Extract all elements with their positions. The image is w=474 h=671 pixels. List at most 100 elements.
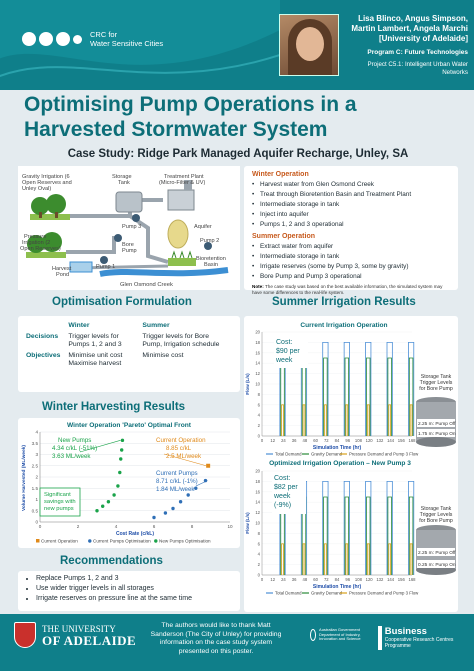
program: Program C: Future Technologies bbox=[367, 49, 468, 56]
y-tick-label: 0 bbox=[35, 520, 38, 525]
list-item: Pumps 1, 2 and 3 operational bbox=[252, 221, 450, 229]
logo-dot-icon bbox=[22, 32, 36, 46]
x-tick-label: 0 bbox=[261, 577, 264, 582]
label-harvest-pond: Harvest Pond bbox=[52, 266, 72, 278]
legend-label: Gravity Demand bbox=[311, 591, 343, 596]
y-tick-label: 3.5 bbox=[32, 441, 39, 446]
x-tick-label: 60 bbox=[313, 577, 318, 582]
annot-current-cost: 8.85 c/kL bbox=[166, 445, 192, 452]
note-text: The case study was based on the best ava… bbox=[252, 284, 443, 295]
x-tick-label: 36 bbox=[292, 577, 297, 582]
x-tick-label: 48 bbox=[303, 577, 308, 582]
series-line bbox=[344, 357, 350, 436]
list-item: Bore Pump and Pump 3 operational bbox=[252, 273, 450, 281]
header-banner: CRC for Water Sensitive Cities Lisa Blin… bbox=[0, 0, 474, 90]
col-winter: Winter bbox=[68, 322, 90, 329]
y-tick-label: 2 bbox=[258, 562, 261, 567]
x-tick-label: 156 bbox=[398, 438, 406, 443]
x-axis-label: Cost Rate (c/kL) bbox=[116, 531, 154, 537]
summer-operation-heading: Summer Operation bbox=[252, 233, 316, 240]
tree-icon bbox=[26, 232, 66, 258]
annot-new-pumps: New Pumps bbox=[58, 437, 91, 444]
x-tick-label: 2 bbox=[77, 524, 80, 529]
recommendations-panel: Replace Pumps 1, 2 and 3 Use wider trigg… bbox=[18, 571, 240, 611]
system-diagram: Gravity Irrigation (6 Open Reserves and Un… bbox=[18, 166, 240, 290]
y-tick-label: 1.5 bbox=[32, 486, 39, 491]
y-tick-label: 14 bbox=[255, 500, 260, 505]
series-line bbox=[324, 404, 327, 436]
data-point bbox=[120, 438, 125, 443]
label-pump1: Pump 1 bbox=[96, 264, 115, 270]
series-line bbox=[386, 480, 393, 575]
aquifer-icon bbox=[167, 219, 189, 249]
series-line bbox=[387, 496, 392, 575]
data-point bbox=[120, 448, 124, 452]
x-tick-label: 168 bbox=[409, 438, 417, 443]
x-tick-label: 36 bbox=[292, 438, 297, 443]
x-tick-label: 84 bbox=[335, 438, 340, 443]
trigger-on-box bbox=[417, 560, 455, 568]
annotation-arrow bbox=[195, 480, 208, 487]
series-line bbox=[302, 543, 306, 575]
list-item: Extract water from aquifer bbox=[252, 243, 450, 251]
annot-curp-vol: 1.84 ML/week bbox=[156, 486, 195, 493]
y-axis-label: Flow (L/s) bbox=[245, 512, 250, 534]
legend-marker bbox=[88, 539, 92, 543]
series-line bbox=[281, 404, 284, 436]
summer-chart1-title: Current Irrigation Operation bbox=[300, 322, 387, 329]
y-tick-label: 4 bbox=[258, 413, 261, 418]
summer-results-title: Summer Irrigation Results bbox=[272, 296, 416, 308]
series-line bbox=[323, 357, 328, 436]
label-treatment-plant: Treatment Plant (Micro-Filter & UV) bbox=[159, 174, 205, 186]
series-line bbox=[408, 357, 414, 436]
summer-irrigation-charts: Current Irrigation Operation Optimized I… bbox=[245, 322, 456, 596]
series-line bbox=[281, 543, 284, 575]
x-tick-label: 12 bbox=[270, 577, 275, 582]
x-tick-label: 72 bbox=[324, 577, 329, 582]
data-point bbox=[118, 470, 122, 475]
bcrc-line2: Cooperative Research Centres Programme bbox=[384, 637, 454, 649]
list-item: Inject into aquifer bbox=[252, 211, 450, 219]
annotation-arrow bbox=[163, 453, 207, 467]
series-line bbox=[409, 543, 413, 575]
legend-marker bbox=[154, 539, 158, 543]
legend-label: New Pumps Optimisation bbox=[159, 539, 211, 544]
coat-of-arms-icon bbox=[310, 628, 317, 641]
series-line bbox=[386, 341, 393, 436]
annot-new-cost: 4.34 c/kL (-51%) bbox=[52, 445, 97, 452]
note-label: Note: bbox=[252, 284, 264, 289]
list-item: Harvest water from Glen Osmond Creek bbox=[252, 181, 450, 189]
x-axis-label: Simulation Time (hr) bbox=[313, 445, 362, 451]
series-line bbox=[302, 404, 306, 436]
series-line bbox=[344, 496, 350, 575]
x-tick-label: 120 bbox=[366, 438, 374, 443]
legend-marker bbox=[36, 539, 40, 543]
uoa-crest-icon bbox=[14, 622, 36, 648]
y-tick-label: 4 bbox=[258, 552, 261, 557]
trigger-off-box bbox=[417, 548, 455, 556]
series-line bbox=[345, 404, 349, 436]
creek-line bbox=[99, 267, 229, 277]
y-tick-label: 0 bbox=[258, 573, 261, 578]
series-line bbox=[408, 341, 415, 436]
bcrc-line1: Business bbox=[384, 626, 427, 637]
decisions-winter: Trigger levels for Pumps 1, 2 and 3 bbox=[68, 332, 122, 349]
legend-label: Pressure Demand and Pump 3 Flow bbox=[349, 452, 419, 457]
data-point bbox=[119, 457, 123, 461]
series-line bbox=[387, 357, 392, 436]
logo-dot-icon bbox=[56, 32, 70, 46]
winter-results-title: Winter Harvesting Results bbox=[42, 401, 186, 413]
list-item: Replace Pumps 1, 2 and 3 bbox=[36, 574, 232, 584]
y-tick-label: 6 bbox=[258, 541, 261, 546]
annot-current-op: Current Operation bbox=[156, 437, 206, 444]
x-tick-label: 84 bbox=[335, 577, 340, 582]
row-objectives: Objectives bbox=[26, 351, 61, 359]
y-tick-label: 3 bbox=[35, 452, 38, 457]
pump-icon bbox=[114, 234, 122, 242]
legend-label: Gravity Demand bbox=[311, 452, 343, 457]
x-tick-label: 0 bbox=[261, 438, 264, 443]
optimisation-title: Optimisation Formulation bbox=[52, 296, 192, 308]
pump-icon bbox=[204, 242, 212, 250]
recommendations-title: Recommendations bbox=[60, 555, 163, 567]
annot-curp-cost: 8.71 c/kL (-1%) bbox=[156, 478, 198, 485]
